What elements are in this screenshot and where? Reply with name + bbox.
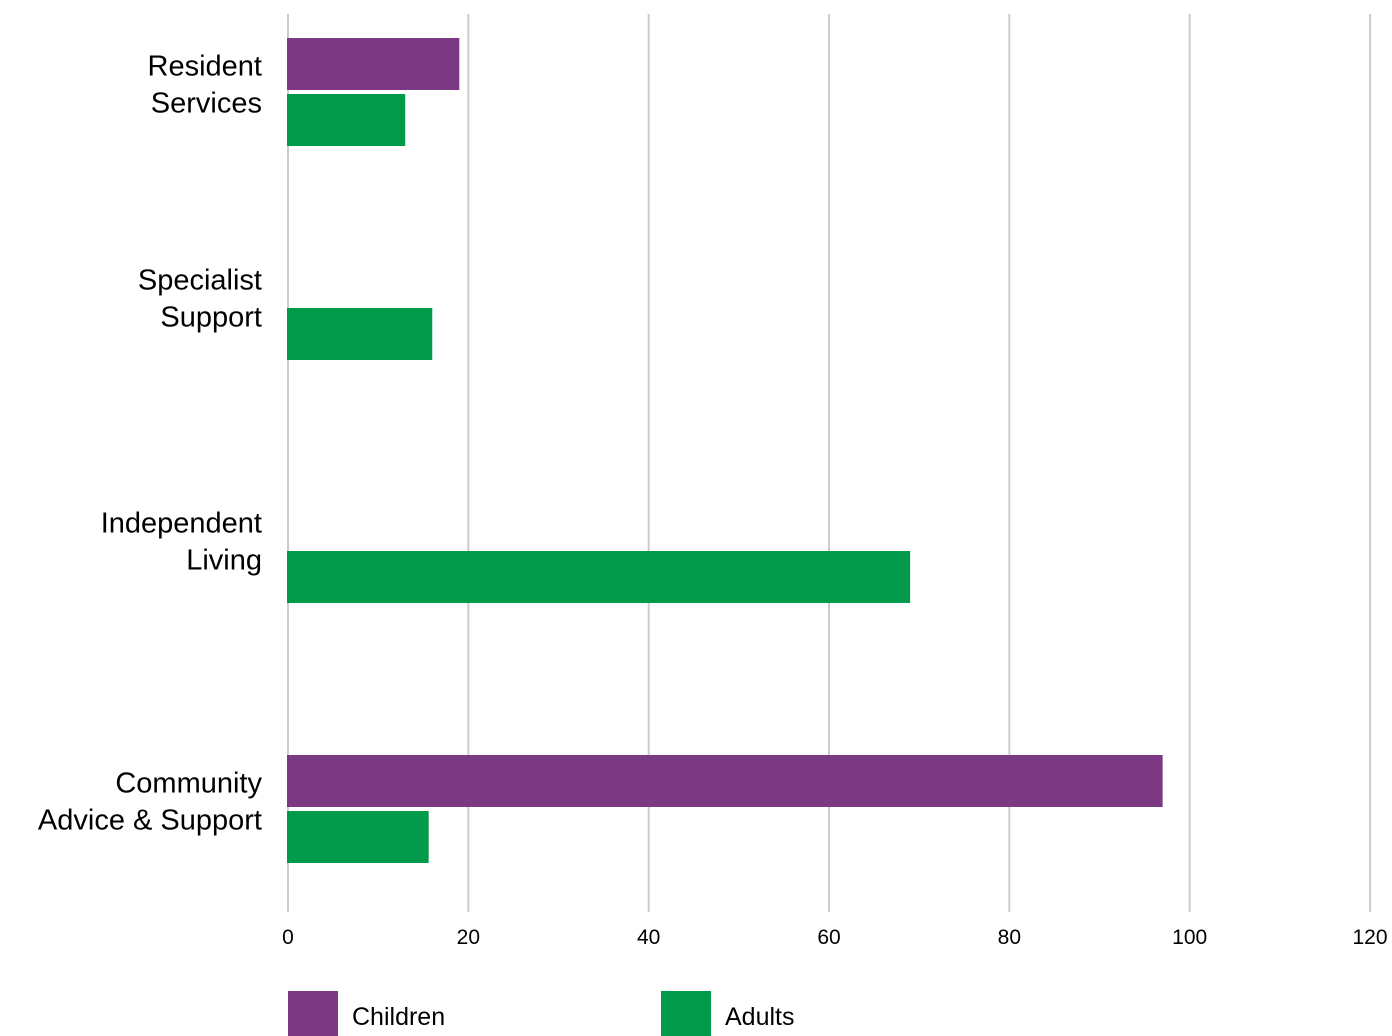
category-label: Advice & Support: [38, 805, 262, 837]
x-tick-label: 40: [637, 926, 660, 949]
bar-chart: Resident Services Specialist Support Indepen…: [38, 14, 1388, 949]
bar-children-0: [287, 38, 460, 90]
category-label: Specialist: [138, 265, 262, 297]
category-label: Services: [151, 88, 262, 120]
bars: [287, 38, 1163, 863]
category-label: Independent: [101, 508, 262, 540]
x-tick-label: 120: [1352, 926, 1387, 949]
legend-label-adults: Adults: [725, 1003, 795, 1031]
x-tick-label: 0: [282, 926, 294, 949]
bar-adults-1: [287, 308, 433, 360]
legend: Children Adults: [0, 991, 1392, 1036]
legend-label-children: Children: [352, 1003, 446, 1031]
x-tick-label: 100: [1172, 926, 1207, 949]
legend-swatch-adults: [661, 991, 711, 1036]
gridlines: [287, 14, 1371, 912]
legend-swatch-children: [288, 991, 338, 1036]
bar-children-3: [287, 755, 1163, 807]
bar-adults-0: [287, 94, 406, 146]
x-tick-label: 20: [457, 926, 480, 949]
category-label: Community: [115, 768, 262, 800]
x-tick-label: 60: [817, 926, 840, 949]
bar-adults-3: [287, 811, 429, 863]
category-label: Living: [186, 545, 262, 577]
category-label: Resident: [148, 51, 262, 83]
category-labels: Resident Services Specialist Support Indepen…: [38, 51, 263, 837]
category-label: Support: [160, 302, 262, 334]
x-tick-labels: 0 20 40 60 80 100 120: [282, 926, 1387, 949]
x-tick-label: 80: [998, 926, 1021, 949]
bar-adults-2: [287, 551, 911, 603]
